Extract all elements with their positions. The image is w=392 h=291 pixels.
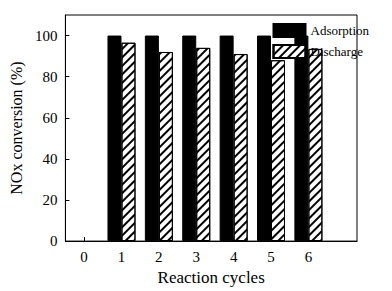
svg-text:20: 20 — [42, 192, 57, 208]
svg-text:1: 1 — [118, 249, 126, 265]
svg-text:40: 40 — [42, 151, 57, 167]
svg-text:Reaction cycles: Reaction cycles — [158, 268, 265, 287]
svg-text:Adsorption: Adsorption — [311, 23, 370, 38]
svg-text:6: 6 — [305, 249, 313, 265]
svg-text:Discharge: Discharge — [311, 44, 364, 59]
svg-text:0: 0 — [80, 249, 88, 265]
svg-text:NOx conversion (%): NOx conversion (%) — [8, 61, 26, 194]
svg-text:0: 0 — [50, 233, 58, 249]
svg-text:80: 80 — [42, 69, 57, 85]
svg-text:3: 3 — [192, 249, 200, 265]
svg-text:2: 2 — [155, 249, 163, 265]
svg-text:5: 5 — [267, 249, 275, 265]
svg-text:4: 4 — [230, 249, 238, 265]
svg-text:60: 60 — [42, 110, 57, 126]
svg-text:100: 100 — [35, 28, 58, 44]
